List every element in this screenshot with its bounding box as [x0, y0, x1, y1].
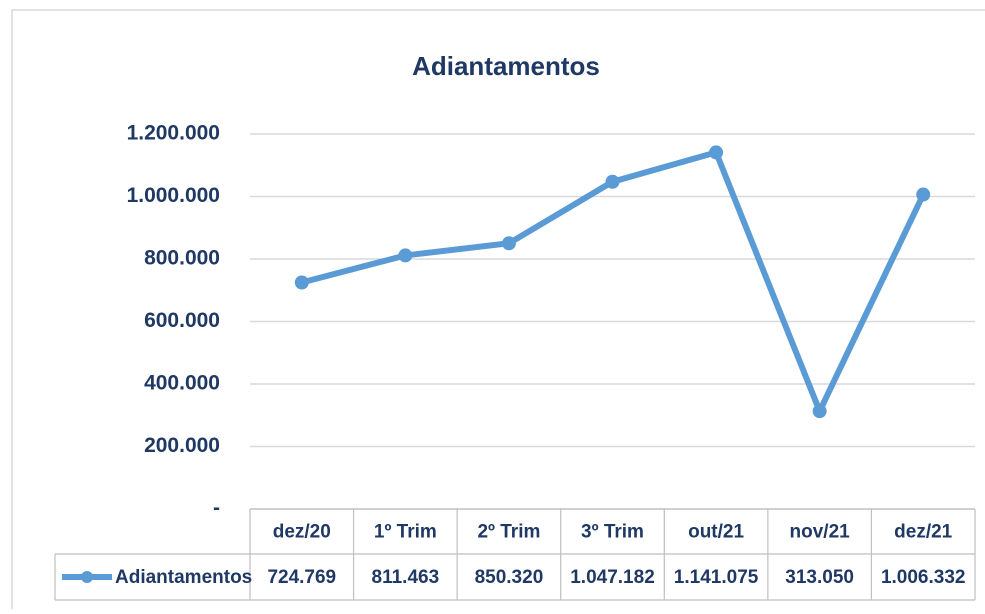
y-tick-label: 600.000	[144, 309, 220, 332]
x-tick-label: dez/21	[894, 522, 953, 543]
x-tick-label: 1º Trim	[374, 522, 437, 543]
data-label: 1.141.075	[674, 567, 759, 588]
x-tick-label: 2º Trim	[477, 522, 540, 543]
data-point	[501, 236, 516, 251]
x-tick-label: 3º Trim	[581, 522, 644, 543]
data-point	[605, 174, 620, 189]
data-point	[709, 145, 724, 160]
legend-label: Adiantamentos	[115, 567, 252, 588]
x-tick-label: out/21	[688, 522, 744, 543]
y-tick-label: -	[213, 497, 220, 520]
chart-frame	[11, 9, 985, 614]
data-point	[294, 275, 309, 290]
data-label: 724.769	[267, 567, 336, 588]
legend-marker	[81, 571, 93, 583]
data-label: 1.006.332	[881, 567, 966, 588]
data-label: 850.320	[475, 567, 544, 588]
x-tick-label: dez/20	[273, 522, 331, 543]
y-tick-label: 400.000	[144, 372, 220, 395]
y-tick-label: 800.000	[144, 247, 220, 270]
x-tick-label: nov/21	[790, 522, 851, 543]
data-label: 1.047.182	[570, 567, 655, 588]
data-label: 313.050	[785, 567, 854, 588]
y-tick-label: 200.000	[144, 434, 220, 457]
data-point	[812, 404, 827, 419]
data-label: 811.463	[372, 567, 440, 588]
data-point	[398, 248, 413, 263]
data-point	[916, 187, 931, 202]
y-tick-label: 1.000.000	[127, 184, 220, 207]
y-tick-label: 1.200.000	[127, 122, 220, 145]
chart-title: Adiantamentos	[412, 51, 600, 81]
